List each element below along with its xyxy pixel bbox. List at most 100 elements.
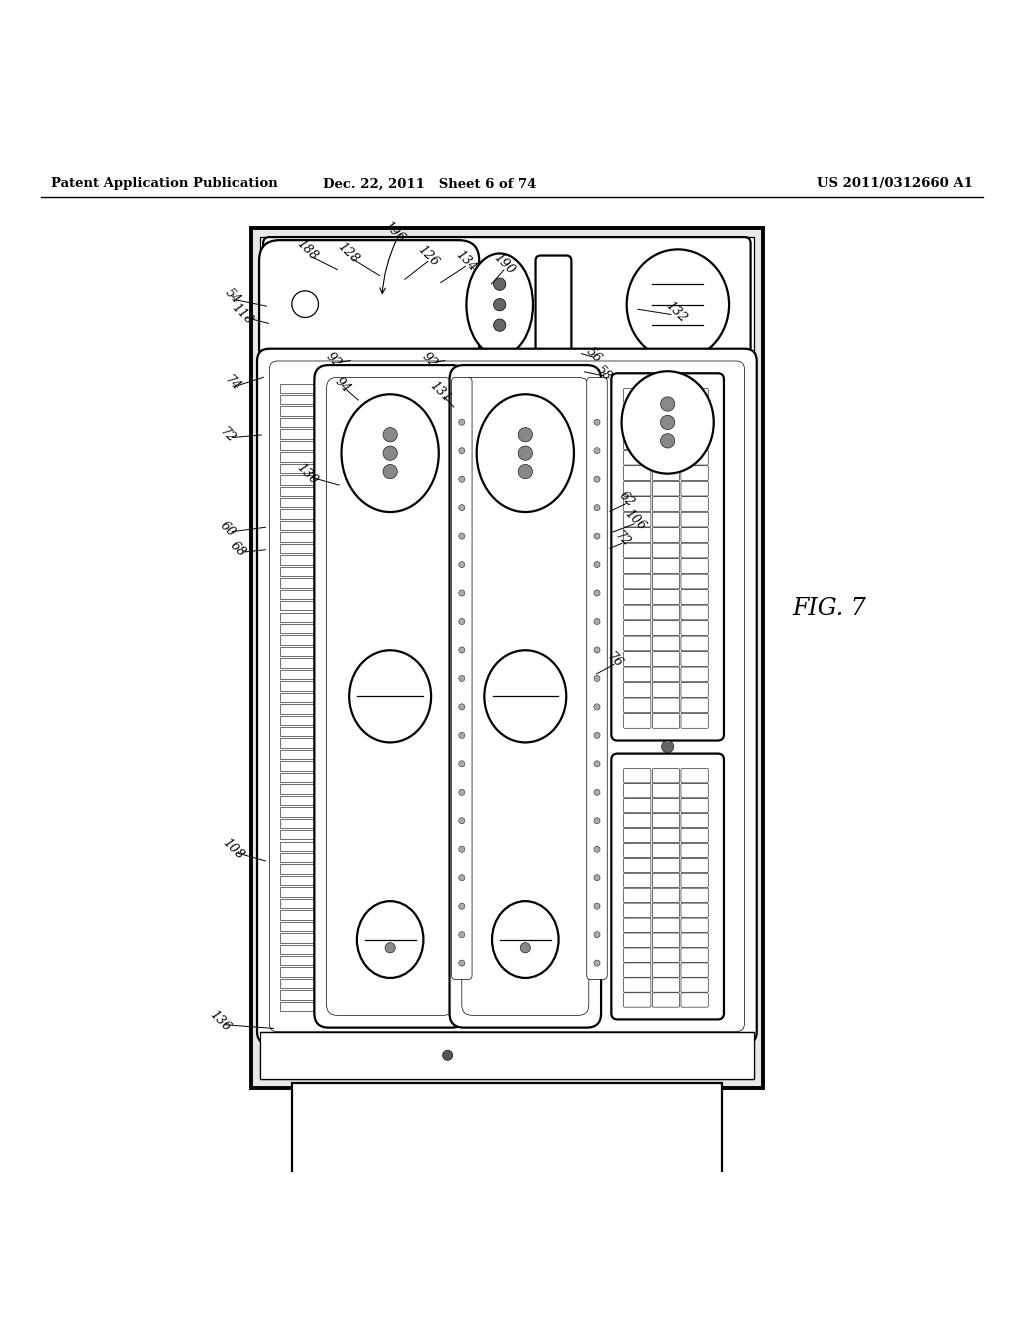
- FancyBboxPatch shape: [611, 754, 724, 1019]
- Circle shape: [518, 446, 532, 461]
- Text: 72: 72: [612, 529, 633, 549]
- Text: 188: 188: [294, 238, 321, 264]
- FancyBboxPatch shape: [652, 813, 680, 828]
- Text: 131: 131: [427, 379, 454, 405]
- Text: 76: 76: [604, 649, 625, 671]
- Bar: [280, 498, 318, 507]
- FancyBboxPatch shape: [652, 512, 680, 527]
- FancyBboxPatch shape: [624, 404, 651, 418]
- Bar: [280, 590, 318, 599]
- FancyBboxPatch shape: [652, 858, 680, 873]
- Circle shape: [660, 434, 675, 447]
- Circle shape: [594, 647, 600, 653]
- FancyBboxPatch shape: [652, 450, 680, 465]
- Bar: [280, 899, 318, 908]
- FancyBboxPatch shape: [652, 636, 680, 651]
- FancyBboxPatch shape: [652, 829, 680, 842]
- FancyBboxPatch shape: [624, 799, 651, 813]
- Bar: [280, 544, 318, 553]
- Bar: [280, 727, 318, 737]
- Text: US 2011/0312660 A1: US 2011/0312660 A1: [817, 177, 973, 190]
- Circle shape: [594, 846, 600, 853]
- FancyBboxPatch shape: [624, 420, 651, 434]
- Bar: [280, 635, 318, 645]
- FancyBboxPatch shape: [652, 466, 680, 480]
- Bar: [280, 659, 318, 668]
- FancyBboxPatch shape: [259, 240, 479, 368]
- FancyBboxPatch shape: [624, 620, 651, 635]
- FancyBboxPatch shape: [624, 933, 651, 948]
- Circle shape: [494, 298, 506, 310]
- FancyBboxPatch shape: [681, 682, 709, 697]
- Circle shape: [594, 420, 600, 425]
- Circle shape: [494, 279, 506, 290]
- Circle shape: [494, 319, 506, 331]
- Circle shape: [594, 504, 600, 511]
- Circle shape: [594, 760, 600, 767]
- Text: 126: 126: [415, 243, 441, 268]
- FancyBboxPatch shape: [652, 933, 680, 948]
- FancyBboxPatch shape: [681, 858, 709, 873]
- Bar: [280, 990, 318, 999]
- Bar: [280, 532, 318, 541]
- Text: 118: 118: [228, 301, 255, 327]
- FancyBboxPatch shape: [652, 768, 680, 783]
- Circle shape: [442, 1051, 453, 1060]
- Ellipse shape: [357, 902, 424, 978]
- FancyBboxPatch shape: [681, 466, 709, 480]
- Bar: [280, 956, 318, 965]
- FancyBboxPatch shape: [681, 768, 709, 783]
- Bar: [280, 556, 318, 565]
- FancyBboxPatch shape: [681, 496, 709, 511]
- FancyBboxPatch shape: [652, 404, 680, 418]
- Bar: [280, 453, 318, 462]
- Bar: [280, 968, 318, 977]
- FancyBboxPatch shape: [536, 256, 571, 352]
- Text: 128: 128: [335, 240, 361, 267]
- Ellipse shape: [349, 651, 431, 742]
- Text: 60: 60: [217, 519, 238, 539]
- FancyBboxPatch shape: [624, 466, 651, 480]
- Bar: [260, 1032, 754, 1078]
- Circle shape: [383, 428, 397, 442]
- FancyBboxPatch shape: [652, 799, 680, 813]
- FancyBboxPatch shape: [681, 482, 709, 496]
- Circle shape: [459, 420, 465, 425]
- FancyBboxPatch shape: [681, 605, 709, 620]
- FancyBboxPatch shape: [652, 496, 680, 511]
- Circle shape: [594, 533, 600, 539]
- FancyBboxPatch shape: [681, 698, 709, 713]
- FancyBboxPatch shape: [624, 858, 651, 873]
- Bar: [280, 669, 318, 680]
- FancyBboxPatch shape: [624, 636, 651, 651]
- FancyBboxPatch shape: [652, 903, 680, 917]
- Text: 54: 54: [222, 286, 243, 306]
- Bar: [280, 693, 318, 702]
- Text: 74: 74: [222, 374, 243, 393]
- Bar: [280, 853, 318, 862]
- Circle shape: [594, 676, 600, 681]
- Ellipse shape: [477, 395, 573, 512]
- FancyBboxPatch shape: [624, 605, 651, 620]
- FancyBboxPatch shape: [624, 874, 651, 887]
- Ellipse shape: [342, 395, 439, 512]
- Circle shape: [594, 932, 600, 937]
- Circle shape: [459, 932, 465, 937]
- Circle shape: [459, 619, 465, 624]
- FancyBboxPatch shape: [652, 605, 680, 620]
- Circle shape: [385, 942, 395, 953]
- Text: 92: 92: [420, 350, 440, 370]
- FancyBboxPatch shape: [263, 238, 751, 372]
- FancyBboxPatch shape: [652, 434, 680, 450]
- Circle shape: [459, 533, 465, 539]
- FancyBboxPatch shape: [681, 512, 709, 527]
- Text: 132: 132: [663, 298, 689, 325]
- Circle shape: [594, 590, 600, 597]
- Bar: [280, 911, 318, 920]
- Bar: [251, 228, 763, 1088]
- Text: 108: 108: [220, 837, 247, 862]
- FancyBboxPatch shape: [652, 590, 680, 605]
- Circle shape: [594, 733, 600, 738]
- Text: 106: 106: [622, 507, 648, 533]
- Text: Patent Application Publication: Patent Application Publication: [51, 177, 278, 190]
